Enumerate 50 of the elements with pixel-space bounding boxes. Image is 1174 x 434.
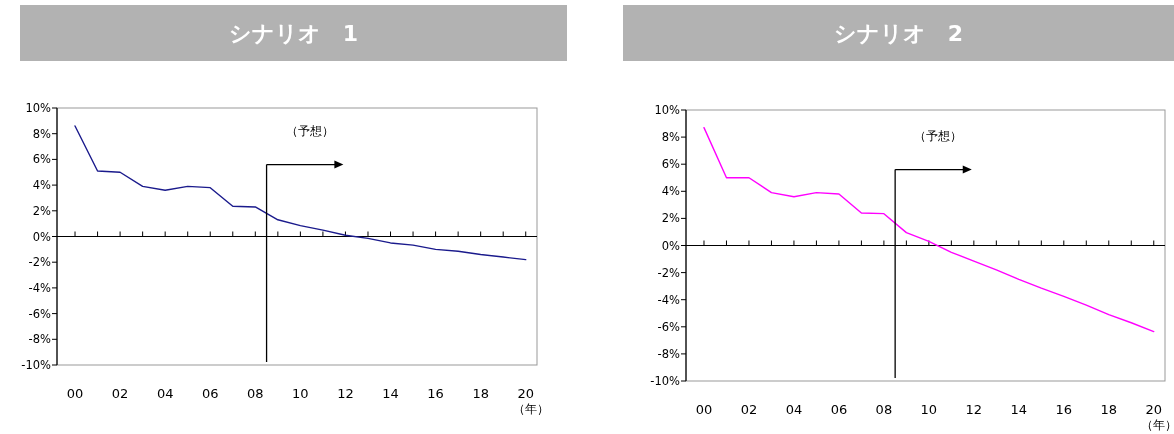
x-tick-label: 08 <box>247 386 264 401</box>
x-tick-label: 04 <box>785 402 803 417</box>
x-axis-title: （年） <box>1141 418 1174 432</box>
x-tick-label: 10 <box>920 402 938 417</box>
y-tick-label: -6% <box>657 319 681 334</box>
x-axis-title: （年） <box>513 402 549 416</box>
y-tick-label: 10% <box>25 101 52 115</box>
x-tick-label: 18 <box>472 386 489 401</box>
x-tick-label: 14 <box>1010 402 1028 417</box>
y-tick-label: 4% <box>661 184 681 199</box>
y-tick-label: -2% <box>28 255 52 270</box>
y-tick-label: -8% <box>28 332 52 347</box>
x-tick-label: 00 <box>695 402 713 417</box>
y-tick-label: 10% <box>654 103 681 117</box>
y-tick-label: -10% <box>21 358 52 372</box>
chart-title: シナリオ 2 <box>833 21 964 46</box>
y-tick-label: 0% <box>32 229 52 244</box>
x-tick-label: 02 <box>740 402 758 417</box>
y-tick-label: 0% <box>661 238 681 253</box>
ref-line-label: （予想） <box>914 128 963 143</box>
y-tick-label: -4% <box>28 280 52 295</box>
y-tick-label: 6% <box>661 157 681 172</box>
chart-title: シナリオ 1 <box>228 21 359 46</box>
y-tick-label: -2% <box>657 265 681 280</box>
x-tick-label: 14 <box>382 386 399 401</box>
x-tick-label: 06 <box>830 402 848 417</box>
y-tick-label: 2% <box>32 203 52 218</box>
y-tick-label: 4% <box>32 178 52 193</box>
x-tick-label: 10 <box>292 386 309 401</box>
x-tick-label: 04 <box>156 386 174 401</box>
ref-line-label: （予想） <box>285 123 334 138</box>
x-tick-label: 06 <box>201 386 219 401</box>
y-tick-label: 8% <box>661 130 681 145</box>
y-tick-label: -10% <box>650 374 681 388</box>
x-tick-label: 08 <box>875 402 893 417</box>
y-tick-label: -4% <box>657 292 681 307</box>
y-tick-label: -8% <box>657 346 681 361</box>
x-tick-label: 18 <box>1100 402 1118 417</box>
y-tick-label: 2% <box>661 211 681 226</box>
y-tick-label: 6% <box>32 152 52 167</box>
x-tick-label: 16 <box>427 386 444 401</box>
x-tick-label: 12 <box>337 386 354 401</box>
y-tick-label: 8% <box>32 126 52 141</box>
x-tick-label: 12 <box>965 402 983 417</box>
x-tick-label: 02 <box>111 386 129 401</box>
x-tick-label: 20 <box>1145 402 1163 417</box>
x-tick-label: 00 <box>66 386 84 401</box>
x-tick-label: 16 <box>1055 402 1073 417</box>
x-tick-label: 20 <box>517 386 535 401</box>
y-tick-label: -6% <box>28 306 52 321</box>
